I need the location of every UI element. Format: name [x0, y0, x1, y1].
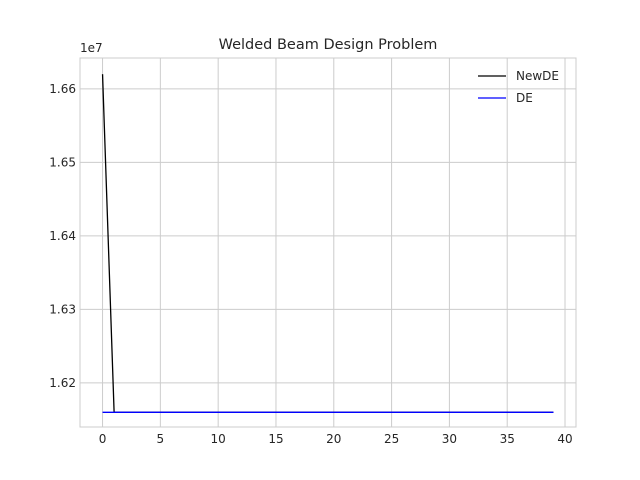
x-tick-label: 5: [157, 432, 165, 446]
x-tick-label: 25: [384, 432, 399, 446]
plot-area: [79, 57, 577, 428]
legend-label: NewDE: [516, 69, 559, 83]
y-axis-offset-label: 1e7: [80, 41, 103, 55]
chart-title: Welded Beam Design Problem: [219, 37, 438, 53]
y-tick-label: 1.63: [49, 302, 76, 316]
y-axis-ticks: 1.62 1.63 1.64 1.65 1.66: [49, 82, 76, 390]
x-tick-label: 20: [326, 432, 341, 446]
series-layer: [101, 74, 554, 413]
x-tick-label: 0: [99, 432, 107, 446]
x-tick-label: 35: [500, 432, 515, 446]
x-tick-label: 30: [442, 432, 457, 446]
x-tick-label: 15: [268, 432, 283, 446]
x-tick-label: 10: [211, 432, 226, 446]
y-tick-label: 1.66: [49, 82, 76, 96]
y-tick-label: 1.64: [49, 229, 76, 243]
y-tick-label: 1.65: [49, 155, 76, 169]
x-tick-label: 40: [557, 432, 572, 446]
legend-label: DE: [516, 91, 533, 105]
y-tick-label: 1.62: [49, 376, 76, 390]
grid: [80, 58, 576, 427]
x-axis-ticks: 0 5 10 15 20 25 30 35 40: [99, 432, 573, 446]
legend: NewDE DE: [478, 69, 559, 105]
